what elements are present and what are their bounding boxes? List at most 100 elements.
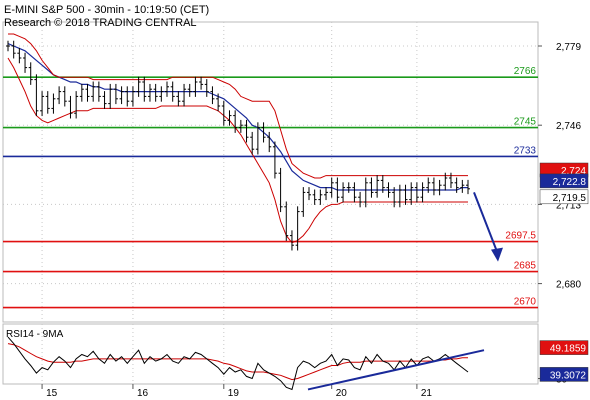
price-bar — [363, 177, 368, 208]
bollinger-lower-line — [7, 57, 468, 244]
price-bar — [136, 76, 141, 97]
price-bar — [170, 81, 175, 102]
price-bar — [443, 172, 448, 191]
x-axis: 15 16 19 20 21 — [41, 384, 433, 399]
price-bar — [79, 83, 84, 102]
price-bar — [358, 191, 363, 208]
chart-subtitle: Research © 2018 TRADING CENTRAL — [4, 17, 197, 29]
price-bar — [341, 182, 346, 203]
price-bar — [45, 91, 50, 114]
price-bar — [466, 179, 470, 195]
x-tick-label: 21 — [421, 388, 433, 399]
price-bar — [448, 172, 453, 189]
price-bar — [74, 91, 79, 119]
price-bar — [267, 131, 272, 153]
price-bar — [312, 189, 317, 205]
y-tick-label: 2,680 — [556, 280, 581, 291]
price-bar — [23, 52, 28, 73]
price-bar — [11, 40, 16, 59]
price-badge-label: 2,722.8 — [553, 177, 587, 188]
annotations — [473, 192, 503, 262]
price-bar — [392, 187, 397, 208]
price-bar — [329, 177, 334, 198]
price-bar — [295, 206, 300, 251]
price-bar — [176, 91, 181, 107]
price-bar — [397, 184, 402, 208]
price-bar — [57, 86, 62, 105]
price-bar — [414, 182, 419, 203]
rsi-line — [7, 336, 469, 391]
y-tick-label: 2,713 — [556, 200, 581, 211]
level-lines: 2766 2745 2733 2697.5 2685 2670 — [3, 66, 538, 309]
indicator-lines — [7, 33, 468, 244]
price-bar — [261, 122, 266, 143]
price-bar — [28, 62, 33, 85]
price-bar — [369, 177, 374, 198]
price-bar — [289, 230, 294, 251]
price-bar — [40, 91, 45, 117]
price-bar — [108, 83, 113, 109]
level-label: 2697.5 — [505, 231, 536, 242]
price-bar — [119, 86, 124, 105]
price-badge-label: 2,724 — [561, 166, 586, 177]
price-badge-box — [539, 189, 589, 205]
price-bar — [102, 91, 107, 109]
price-bar — [51, 93, 56, 114]
x-tick-label: 16 — [137, 388, 149, 399]
rsi-ma-line — [7, 343, 468, 381]
rsi-trendline — [307, 349, 485, 391]
price-bar — [182, 83, 187, 107]
price-bar — [437, 179, 442, 196]
price-bar — [227, 110, 232, 126]
y-axis: 2,779 2,746 2,713 2,680 — [538, 42, 581, 291]
price-bar — [147, 83, 152, 102]
price-bar — [278, 167, 283, 213]
y-tick-label: 2,746 — [556, 121, 581, 132]
price-bar — [318, 189, 323, 205]
price-bar — [403, 184, 408, 205]
price-panel-frame — [2, 21, 539, 323]
price-bar — [375, 175, 380, 198]
y-tick-label: 2,779 — [556, 42, 581, 53]
level-label: 2670 — [514, 297, 537, 308]
price-bar — [91, 81, 96, 102]
price-bar — [233, 110, 238, 133]
price-bar — [85, 83, 90, 102]
price-bar — [431, 177, 436, 196]
level-label: 2733 — [514, 145, 537, 156]
moving-average-line — [7, 43, 468, 191]
price-bar — [324, 187, 329, 201]
price-bar — [34, 74, 39, 117]
price-bar — [426, 177, 431, 193]
price-bar — [420, 182, 425, 203]
price-bar — [68, 95, 73, 119]
price-bar — [96, 81, 101, 102]
rsi-badge-label: 39.3072 — [550, 370, 587, 381]
forecast-arrow-head — [491, 247, 503, 262]
rsi-badge-label: 49.1859 — [550, 344, 587, 355]
price-bar — [244, 119, 249, 143]
price-bar — [187, 83, 192, 97]
price-bar — [216, 93, 221, 112]
price-bar — [301, 187, 306, 217]
price-bar — [204, 79, 209, 97]
price-bar — [6, 40, 10, 52]
price-bar — [352, 182, 357, 203]
price-bar — [255, 122, 260, 155]
level-label: 2766 — [514, 66, 537, 77]
x-tick-label: 19 — [228, 388, 240, 399]
price-bar — [62, 86, 67, 107]
x-tick-label: 20 — [336, 388, 348, 399]
price-bar — [386, 182, 391, 198]
chart-title: E-MINI S&P 500 - 30min - 10:19:50 (CET) — [4, 4, 209, 16]
price-bars — [6, 40, 470, 251]
price-bar — [113, 83, 118, 105]
forecast-arrow-shaft — [473, 192, 498, 252]
rsi-panel-frame — [2, 323, 539, 385]
price-badge-label: 2,719.5 — [553, 193, 587, 204]
level-label: 2745 — [514, 117, 537, 128]
price-bar — [454, 177, 459, 193]
